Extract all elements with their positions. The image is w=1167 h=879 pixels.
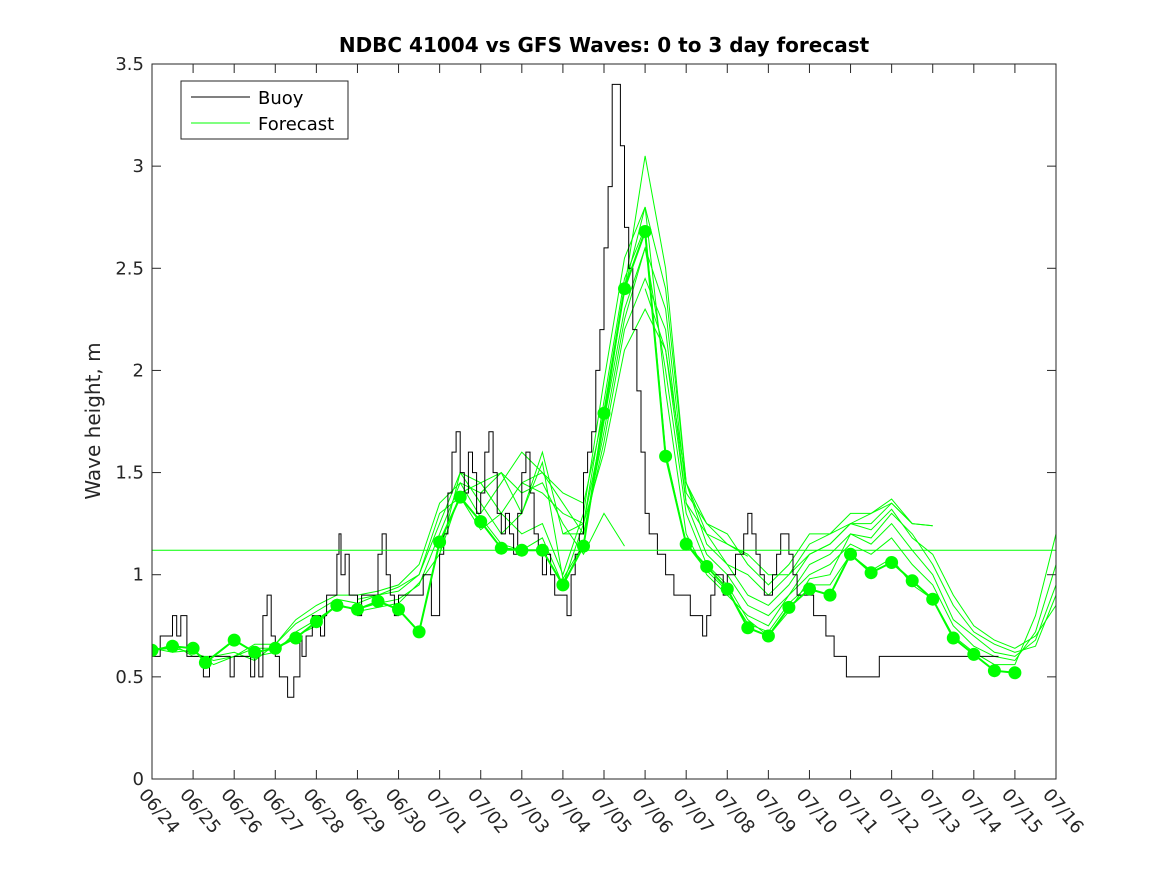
forecast-marker <box>351 602 364 616</box>
forecast-marker <box>227 633 241 647</box>
chart-title: NDBC 41004 vs GFS Waves: 0 to 3 day fore… <box>339 33 870 57</box>
forecast-marker <box>453 490 467 504</box>
forecast-marker <box>803 582 816 596</box>
forecast-series-line-10 <box>644 288 749 557</box>
forecast-marker <box>186 641 200 655</box>
legend-buoy-label: Buoy <box>258 88 304 109</box>
forecast-marker <box>720 582 734 596</box>
forecast-marker <box>494 541 508 555</box>
forecast-marker <box>659 449 673 463</box>
y-tick-label: 2.5 <box>115 258 144 279</box>
forecast-marker <box>330 598 344 612</box>
forecast-marker <box>166 639 179 653</box>
y-tick-label: 2 <box>133 360 144 381</box>
forecast-marker <box>371 594 385 608</box>
forecast-marker <box>433 535 447 549</box>
forecast-marker <box>885 556 899 569</box>
y-axis-label: Wave height, m <box>81 342 105 499</box>
y-tick-label: 3.5 <box>115 54 144 75</box>
forecast-marker <box>412 625 426 639</box>
forecast-marker <box>761 629 775 643</box>
forecast-marker <box>741 621 755 635</box>
forecast-marker <box>638 225 652 238</box>
forecast-marker <box>577 539 590 553</box>
plot-area: 00.511.522.533.506/2406/2506/2606/2706/2… <box>115 54 1087 838</box>
forecast-series-line-4 <box>233 277 1056 657</box>
forecast-marker <box>679 537 693 551</box>
y-tick-label: 1 <box>133 565 144 586</box>
legend-box <box>180 80 349 140</box>
forecast-marker <box>905 574 919 588</box>
forecast-marker <box>864 566 878 580</box>
forecast-marker <box>700 560 714 573</box>
forecast-marker <box>392 602 405 616</box>
forecast-marker <box>967 647 981 661</box>
forecast-marker <box>556 578 570 592</box>
forecast-series-line-1 <box>152 227 1056 666</box>
forecast-marker <box>309 615 323 629</box>
forecast-marker <box>1008 666 1022 680</box>
legend: Buoy Forecast <box>180 80 349 140</box>
forecast-series-line-2 <box>152 206 1056 662</box>
y-tick-label: 1.5 <box>115 463 144 484</box>
forecast-marker <box>823 588 837 602</box>
forecast-marker <box>268 641 282 655</box>
y-tick-label: 0.5 <box>115 667 144 688</box>
forecast-marker <box>248 645 262 659</box>
forecast-marker <box>987 664 1001 678</box>
forecast-marker <box>289 631 303 645</box>
forecast-marker <box>474 515 488 529</box>
forecast-marker <box>597 406 611 420</box>
forecast-series-line-7 <box>521 206 933 586</box>
forecast-marker <box>844 547 857 561</box>
y-tick-label: 3 <box>133 156 144 177</box>
forecast-marker <box>152 643 159 657</box>
forecast-marker <box>946 631 960 645</box>
legend-forecast-label: Forecast <box>258 114 334 135</box>
forecast-series-line-9 <box>439 471 625 556</box>
data-layer <box>152 83 1056 698</box>
forecast-marker <box>198 656 212 670</box>
forecast-marker <box>782 600 796 614</box>
forecast-marker <box>618 282 631 296</box>
forecast-marker <box>926 592 940 606</box>
y-tick-label: 0 <box>133 769 144 790</box>
